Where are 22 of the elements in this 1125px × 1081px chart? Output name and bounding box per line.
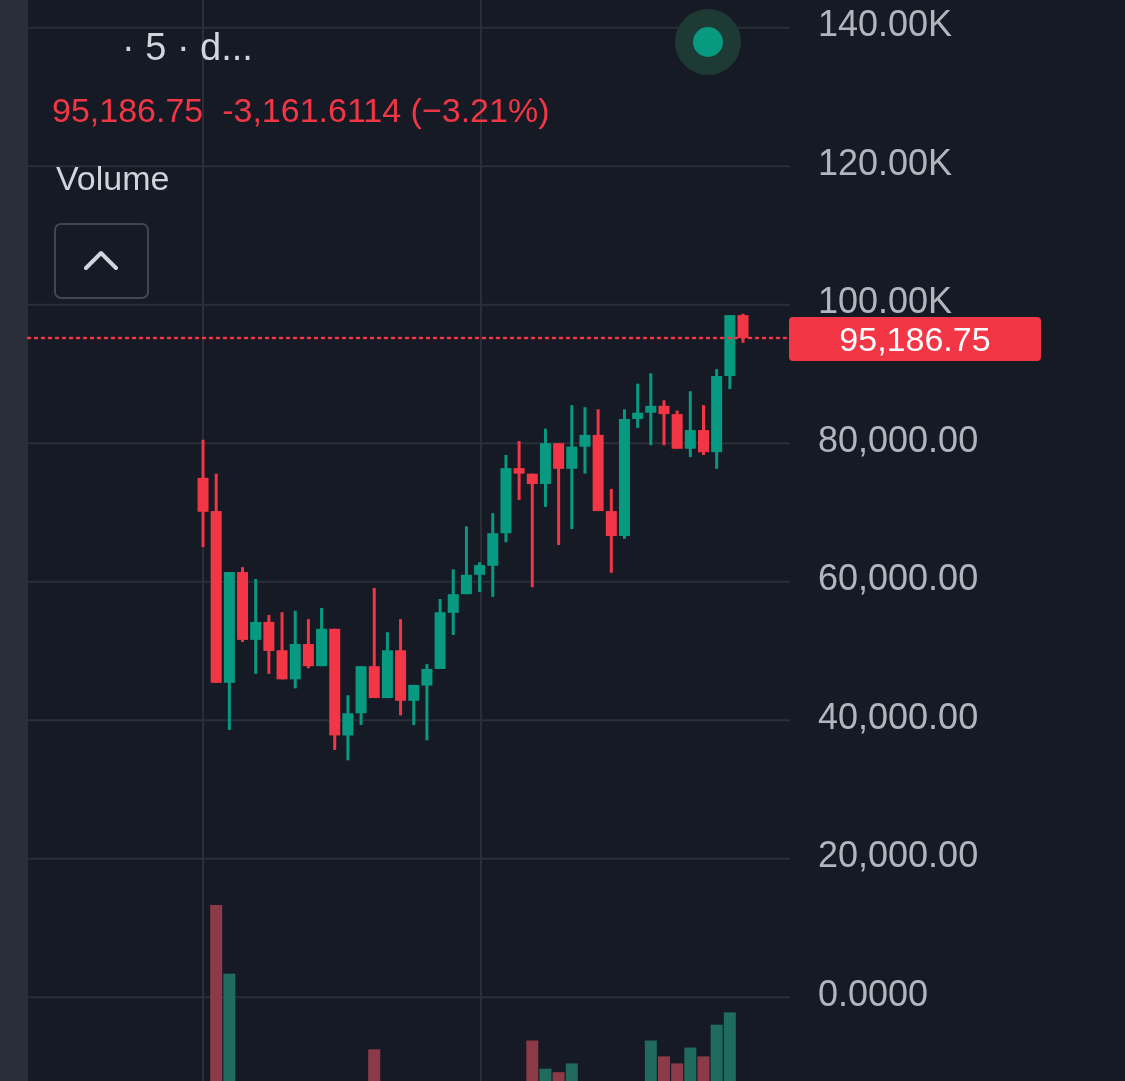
bar — [223, 973, 236, 1081]
bar — [684, 1047, 697, 1081]
bar — [526, 1040, 539, 1081]
y-tick-label: 80,000.00 — [818, 418, 979, 460]
y-tick-label: 0.0000 — [818, 972, 929, 1014]
y-tick-label: 20,000.00 — [818, 834, 979, 876]
y-tick-label: 140.00K — [818, 3, 953, 45]
ref-line-label: 95,186.75 — [839, 319, 991, 358]
chart-title: Volume — [56, 158, 170, 197]
y-tick-label: 60,000.00 — [818, 557, 979, 599]
y-tick-label: 120.00K — [818, 141, 953, 183]
bar — [210, 905, 223, 1081]
text: · 5 · d... — [122, 26, 253, 69]
bar — [552, 1072, 565, 1081]
bar — [644, 1040, 657, 1081]
y-tick-label: 100.00K — [818, 280, 953, 322]
bar — [565, 1063, 578, 1081]
bar — [368, 1049, 381, 1081]
y-tick-label: 40,000.00 — [818, 695, 979, 737]
bar — [697, 1056, 710, 1081]
text: 95,186.75 -3,161.6114 (−3.21%) — [52, 90, 550, 129]
bar — [539, 1068, 552, 1081]
